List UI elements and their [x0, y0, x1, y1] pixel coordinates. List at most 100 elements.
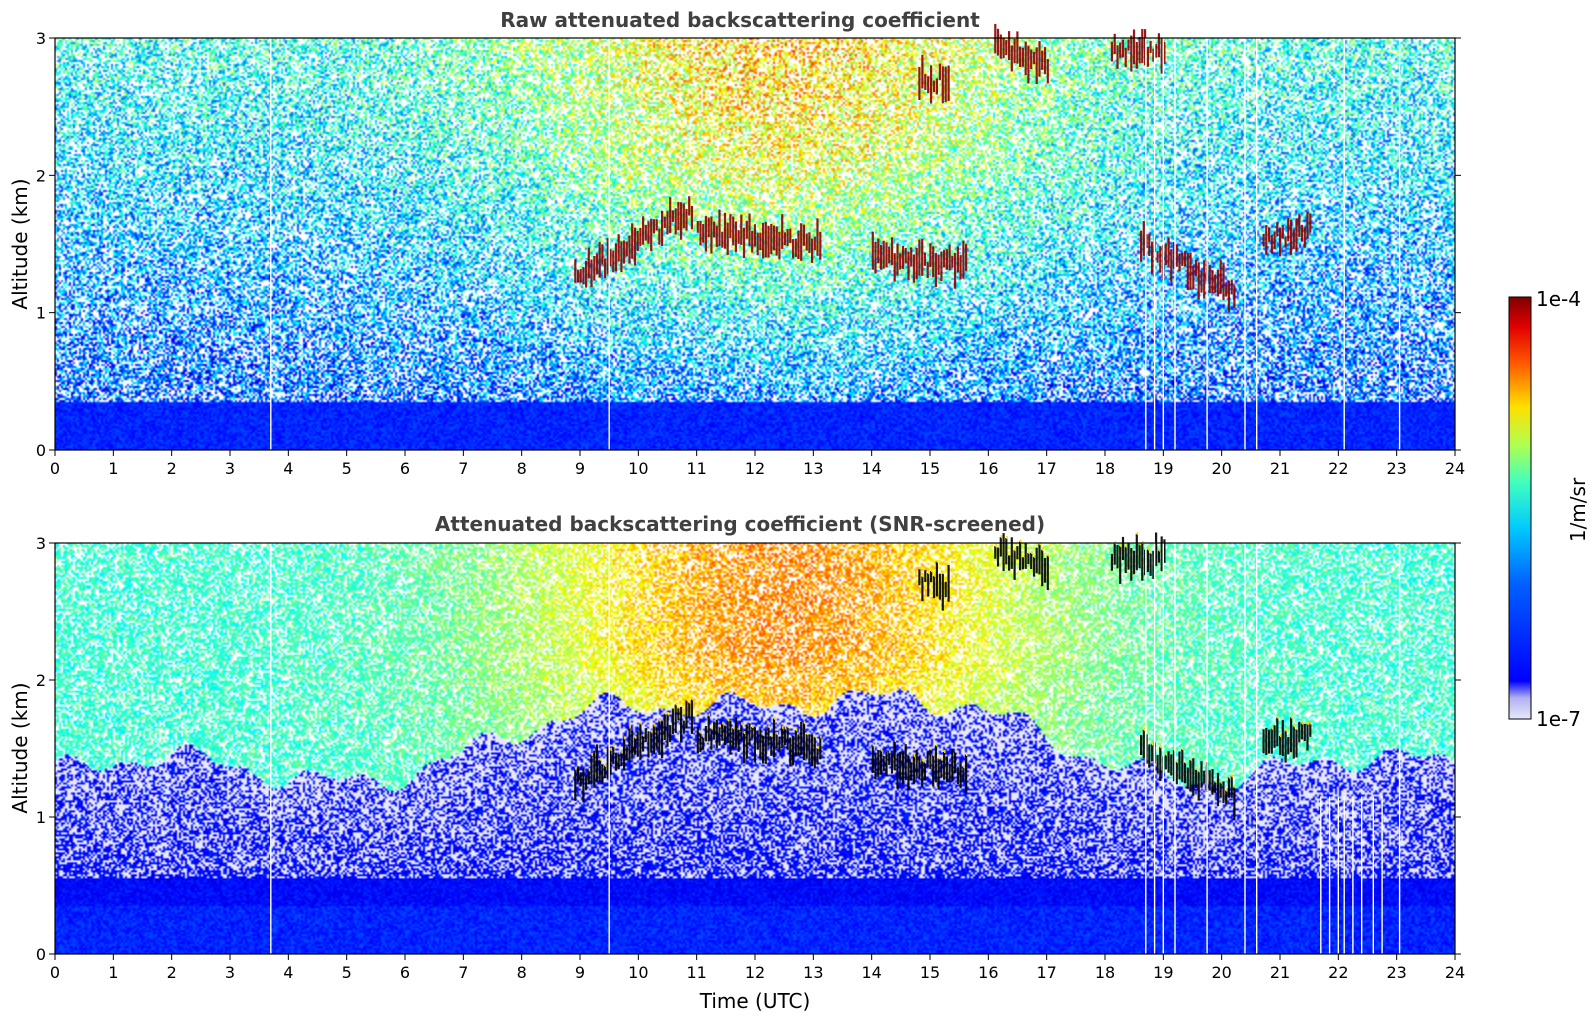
y-axis: 0 1 2 3 [36, 29, 1461, 460]
cloud-streak [1186, 767, 1189, 789]
cloud-streak-edge [703, 735, 705, 738]
cloud-streak [1157, 550, 1160, 563]
cloud-streak [885, 242, 888, 268]
x-tick-label: 21 [1270, 459, 1290, 478]
cloud-streak [802, 722, 805, 761]
cloud-streak [791, 735, 795, 766]
cloud-streak [1132, 29, 1136, 65]
cloud-streak [669, 725, 672, 743]
cloud-streak [789, 737, 792, 767]
cloud-streak [606, 237, 609, 274]
cloud-streak [1219, 259, 1222, 294]
cloud-streak [1030, 49, 1033, 70]
cloud-streak [1230, 776, 1233, 798]
cloud-streak [930, 65, 933, 104]
x-tick-label: 9 [575, 963, 585, 982]
cloud-streak [1214, 274, 1217, 293]
cloud-streak [1127, 39, 1130, 51]
cloud-streak [915, 248, 918, 280]
cloud-streak-edge [1215, 779, 1217, 783]
cloud-streak [1227, 280, 1230, 313]
cloud-streak [1160, 38, 1163, 74]
cloud-streak [1146, 549, 1149, 572]
cloud-streak [954, 252, 957, 289]
cloud-streak [923, 762, 926, 781]
cloud-streak [1208, 770, 1211, 791]
cloud-streak [819, 231, 822, 260]
cloud-streak-edge [1033, 554, 1036, 558]
x-tick-label: 7 [458, 963, 468, 982]
cloud-streak [1138, 544, 1141, 569]
cloud-streak [647, 731, 650, 758]
cloud-streak [1138, 36, 1141, 64]
cloud-streak [940, 759, 943, 778]
cloud-streak [604, 258, 607, 279]
cloud-streak [696, 727, 699, 754]
cloud-streak [688, 702, 691, 718]
cloud-streak-edge [963, 765, 965, 769]
cloud-streak [1027, 45, 1030, 84]
cloud-streak [1268, 729, 1271, 754]
cloud-streak [707, 715, 710, 742]
cloud-streak [661, 210, 664, 246]
cloud-streak [729, 720, 732, 755]
cloud-streak [1144, 549, 1147, 576]
cloud-streak-edge [752, 725, 754, 729]
x-tick-label: 4 [283, 963, 293, 982]
cloud-streak-edge [634, 735, 637, 739]
cloud-streak-edge [1139, 542, 1141, 546]
x-tick-label: 3 [225, 963, 235, 982]
cloud-streak [1262, 729, 1265, 754]
cloud-streak-edge [1310, 721, 1312, 725]
x-tick-label: 14 [861, 963, 881, 982]
cloud-streak [690, 699, 693, 734]
cloud-streak-edge [613, 744, 615, 748]
cloud-streak-edge [1271, 726, 1274, 730]
x-tick-label: 16 [978, 459, 998, 478]
cloud-streak [1170, 249, 1173, 283]
cloud-streak [742, 733, 746, 764]
cloud-streak [745, 220, 748, 239]
cloud-streak [702, 737, 705, 750]
cloud-streak [965, 243, 968, 271]
cloud-streak [677, 201, 680, 231]
cloud-streak [1005, 537, 1008, 565]
cloud-streak-edge [675, 702, 678, 706]
cloud-streak [1142, 221, 1145, 256]
cloud-streak [896, 753, 899, 789]
cloud-streak [702, 224, 705, 243]
cloud-streak [1142, 729, 1145, 759]
cloud-streak [759, 729, 762, 759]
cloud-streak-edge [1184, 760, 1187, 764]
cloud-streak [595, 253, 599, 275]
cloud-streak [899, 751, 902, 780]
cloud-streak [674, 208, 677, 235]
cloud-streak [631, 223, 634, 259]
cloud-streak-edge [1182, 747, 1184, 751]
y-axis: 0 1 2 3 [36, 534, 1461, 964]
cloud-streak [1273, 231, 1276, 249]
colorbar-max-label: 1e-4 [1536, 287, 1581, 311]
cloud-streak-edge [605, 763, 607, 767]
cloud-streak [1124, 546, 1127, 574]
x-tick-label: 8 [517, 459, 527, 478]
cloud-streak [582, 768, 585, 803]
cloud-streak [598, 759, 601, 782]
cloud-streak [1219, 782, 1222, 798]
x-tick-label: 3 [225, 459, 235, 478]
cloud-streak [1194, 259, 1198, 277]
cloud-streak [945, 249, 948, 270]
cloud-streak-edge [1014, 548, 1016, 552]
cloud-streak [1211, 769, 1214, 795]
cloud-streak-edge [667, 712, 669, 715]
cloud-streak [723, 725, 727, 746]
cloud-streak-edge [741, 722, 743, 726]
cloud-streak [590, 755, 593, 785]
cloud-streak [1181, 749, 1184, 783]
cloud-streak [781, 214, 784, 249]
cloud-streak [1273, 725, 1276, 748]
cloud-streak [1016, 546, 1019, 560]
cloud-streak [696, 221, 699, 233]
cloud-streak [1013, 39, 1016, 64]
